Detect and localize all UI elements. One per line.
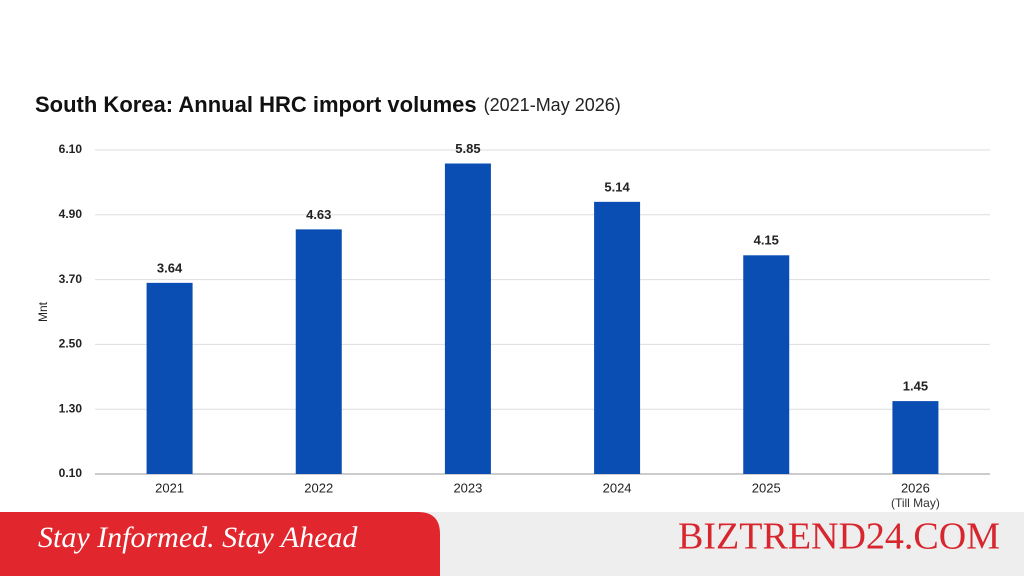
x-tick-label: 2021 <box>155 480 184 495</box>
y-tick-label: 0.10 <box>59 466 83 480</box>
brand: BIZTREND24.COM <box>678 516 1000 558</box>
bar <box>743 255 790 474</box>
bar <box>295 229 342 474</box>
y-tick-label: 3.70 <box>59 272 83 286</box>
x-tick-label: 2022 <box>304 480 333 495</box>
y-tick-label: 2.50 <box>59 337 83 351</box>
value-label: 5.85 <box>455 141 480 156</box>
bar <box>444 163 491 474</box>
x-tick-note: (Till May) <box>891 496 940 510</box>
y-tick-label: 1.30 <box>59 401 83 415</box>
plot: 0.10 1.30 2.50 3.70 4.90 6.10 2021 3.64 2022 4.63… <box>59 141 990 510</box>
y-tick-label: 4.90 <box>59 207 83 221</box>
chart-title: South Korea: Annual HRC import volumes (2… <box>35 92 621 117</box>
bar <box>892 401 939 474</box>
tagline: Stay Informed. Stay Ahead <box>38 521 358 554</box>
tagline-box <box>0 512 440 576</box>
x-tick-label: 2024 <box>603 480 632 495</box>
value-label: 5.14 <box>604 179 630 194</box>
value-label: 3.64 <box>157 260 183 275</box>
title: South Korea: Annual HRC import volumes <box>35 92 477 117</box>
x-tick-label: 2026 <box>901 480 930 495</box>
y-tick-label: 6.10 <box>59 142 83 156</box>
x-tick-label: 2025 <box>752 480 781 495</box>
y-axis-label: Mnt <box>36 301 50 322</box>
value-label: 4.63 <box>306 207 331 222</box>
bar <box>594 201 641 474</box>
value-label: 1.45 <box>903 379 928 394</box>
subtitle: (2021-May 2026) <box>484 95 621 115</box>
bar <box>146 282 193 474</box>
x-tick-label: 2023 <box>453 480 482 495</box>
value-label: 4.15 <box>754 233 779 248</box>
